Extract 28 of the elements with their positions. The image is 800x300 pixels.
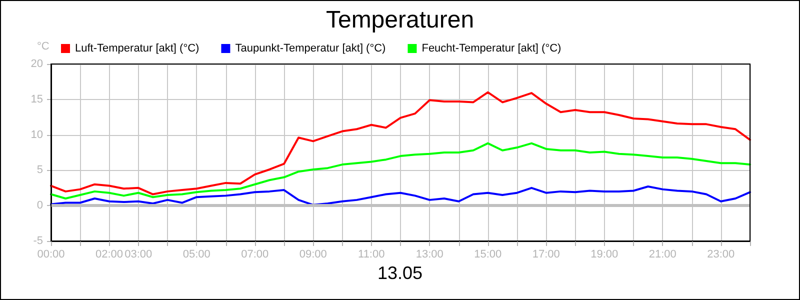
legend-label: Taupunkt-Temperatur [akt] (°C) (235, 42, 386, 54)
x-tick-label: 00:00 (37, 248, 65, 260)
x-tick-label: 21:00 (648, 248, 676, 260)
line-series (50, 185, 751, 206)
y-tick-label: 0 (36, 200, 43, 212)
x-tick-label: 05:00 (182, 248, 210, 260)
y-tick-label: -5 (33, 235, 43, 247)
legend-label: Luft-Temperatur [akt] (°C) (75, 42, 200, 54)
line-series (50, 91, 751, 196)
x-tick-label: 11:00 (358, 248, 385, 260)
y-tick-label: 10 (30, 128, 43, 141)
x-tick-label: 23:00 (707, 248, 735, 260)
x-tick-label: 09:00 (299, 248, 327, 260)
chart-title: Temperaturen (326, 6, 474, 34)
x-tick-label: 07:00 (241, 248, 269, 260)
y-tick-label: 5 (36, 164, 43, 176)
x-tick-label: 19:00 (590, 248, 618, 260)
legend-label: Feucht-Temperatur [akt] (°C) (422, 42, 562, 54)
x-tick-label: 13:00 (416, 248, 444, 260)
x-tick-label: 17:00 (532, 248, 560, 260)
x-tick-label: 03:00 (124, 248, 152, 260)
x-tick-label: 15:00 (474, 248, 502, 260)
y-tick-label: 15 (30, 93, 43, 106)
x-axis-title: 13.05 (377, 263, 423, 283)
y-axis-title: °C (37, 40, 50, 52)
y-tick-label: 20 (30, 58, 43, 70)
x-tick-label: 02:00 (95, 248, 124, 260)
line-series (50, 142, 751, 200)
